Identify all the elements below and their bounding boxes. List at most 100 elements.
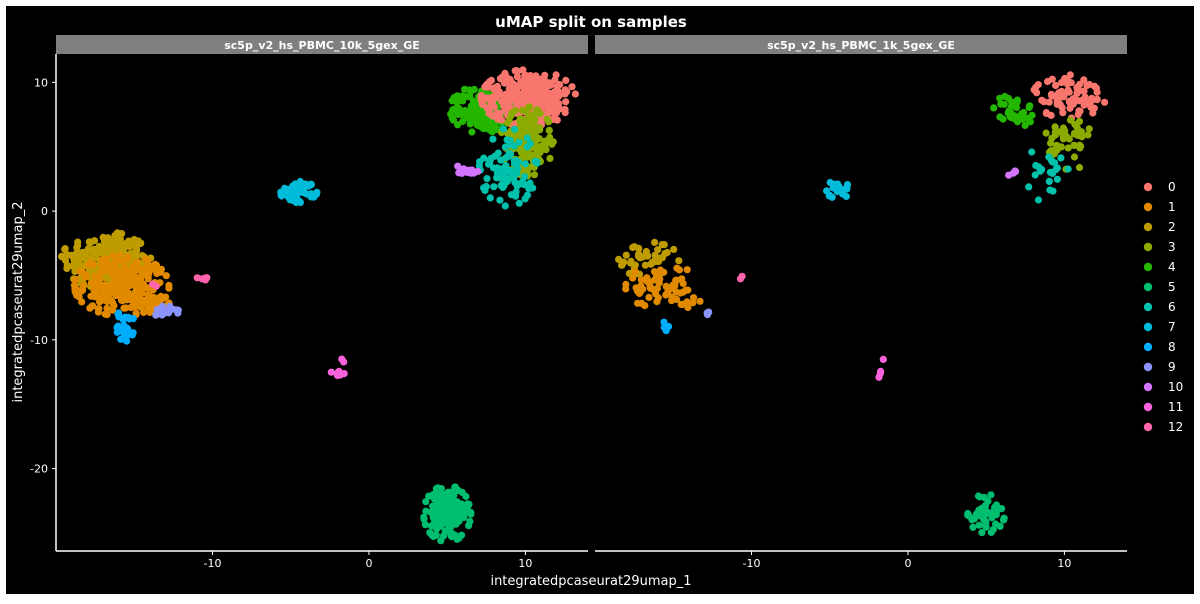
point-cluster-3 — [1055, 128, 1063, 136]
point-cluster-0 — [538, 95, 547, 103]
point-cluster-7 — [291, 180, 299, 188]
point-cluster-5 — [429, 513, 437, 522]
point-cluster-4 — [990, 104, 998, 112]
point-cluster-2 — [631, 261, 639, 269]
point-cluster-11 — [336, 371, 344, 379]
point-cluster-1 — [122, 304, 130, 312]
point-cluster-1 — [652, 290, 660, 298]
point-cluster-2 — [86, 239, 94, 247]
point-cluster-12 — [193, 274, 201, 282]
point-cluster-0 — [562, 98, 570, 106]
legend-swatch-9 — [1143, 362, 1153, 372]
point-cluster-1 — [71, 275, 80, 283]
point-cluster-4 — [451, 105, 459, 113]
point-cluster-5 — [434, 484, 442, 492]
point-cluster-3 — [1042, 129, 1050, 137]
point-cluster-6 — [523, 191, 532, 199]
legend-swatch-12 — [1143, 422, 1153, 432]
point-cluster-0 — [520, 76, 528, 84]
point-cluster-6 — [1025, 183, 1033, 191]
point-cluster-7 — [303, 190, 311, 198]
point-cluster-8 — [662, 327, 670, 335]
point-cluster-3 — [523, 151, 532, 160]
y-tick-label: 0 — [41, 205, 48, 218]
point-cluster-3 — [1084, 131, 1092, 139]
point-cluster-6 — [499, 183, 507, 191]
point-cluster-1 — [107, 286, 115, 294]
point-cluster-1 — [103, 304, 111, 312]
point-cluster-12 — [149, 280, 157, 288]
point-cluster-6 — [1053, 164, 1061, 172]
point-cluster-5 — [974, 492, 983, 500]
point-cluster-1 — [683, 266, 691, 274]
point-cluster-5 — [450, 517, 458, 525]
point-cluster-3 — [517, 114, 525, 123]
point-cluster-6 — [497, 156, 505, 164]
point-cluster-5 — [437, 537, 445, 545]
point-cluster-6 — [502, 162, 510, 170]
point-cluster-0 — [551, 88, 559, 96]
point-cluster-0 — [532, 72, 540, 80]
point-cluster-5 — [450, 491, 458, 499]
point-cluster-1 — [87, 292, 95, 300]
point-cluster-5 — [421, 521, 429, 529]
point-cluster-0 — [481, 83, 489, 91]
point-cluster-4 — [480, 125, 488, 133]
point-cluster-2 — [84, 244, 93, 253]
y-tick-label: -20 — [30, 463, 48, 476]
point-cluster-5 — [457, 531, 466, 539]
point-cluster-11 — [338, 355, 346, 363]
point-cluster-1 — [637, 276, 645, 284]
point-cluster-2 — [112, 243, 120, 251]
point-cluster-4 — [453, 98, 461, 106]
point-cluster-1 — [696, 297, 704, 305]
point-cluster-8 — [660, 318, 668, 326]
point-cluster-5 — [466, 517, 474, 526]
point-cluster-1 — [136, 275, 145, 283]
legend-label-5: 5 — [1168, 280, 1176, 294]
legend-label-1: 1 — [1168, 200, 1176, 214]
point-cluster-2 — [660, 241, 668, 249]
point-cluster-7 — [839, 186, 848, 194]
legend-swatch-0 — [1143, 182, 1153, 192]
point-cluster-1 — [110, 276, 118, 284]
point-cluster-5 — [467, 510, 475, 518]
point-cluster-6 — [523, 134, 531, 142]
legend-label-4: 4 — [1168, 260, 1176, 274]
point-cluster-3 — [530, 171, 539, 179]
point-cluster-6 — [1038, 165, 1046, 173]
point-cluster-7 — [833, 187, 841, 196]
point-cluster-5 — [987, 528, 995, 537]
point-cluster-5 — [455, 517, 463, 525]
point-cluster-7 — [288, 190, 296, 198]
point-cluster-6 — [510, 125, 519, 133]
x-axis-label: integratedpcaseurat29umap_1 — [490, 574, 691, 589]
point-cluster-0 — [498, 98, 506, 106]
plot-background — [6, 6, 1194, 594]
point-cluster-1 — [162, 293, 170, 301]
y-axis-label: integratedpcaseurat29umap_2 — [11, 201, 26, 402]
point-cluster-3 — [527, 163, 535, 171]
point-cluster-1 — [89, 260, 97, 268]
point-cluster-5 — [969, 523, 977, 531]
point-cluster-0 — [1090, 104, 1098, 112]
point-cluster-1 — [639, 285, 647, 293]
point-cluster-12 — [738, 272, 746, 280]
point-cluster-0 — [561, 109, 569, 117]
facet-strip-1 — [56, 35, 588, 54]
point-cluster-0 — [495, 90, 503, 98]
point-cluster-5 — [987, 491, 995, 499]
point-cluster-6 — [1034, 196, 1043, 204]
point-cluster-2 — [74, 238, 82, 246]
point-cluster-1 — [663, 283, 671, 291]
point-cluster-3 — [504, 119, 512, 127]
point-cluster-5 — [998, 505, 1006, 513]
point-cluster-7 — [281, 184, 289, 192]
point-cluster-4 — [1013, 118, 1022, 126]
point-cluster-4 — [1005, 94, 1013, 103]
point-cluster-3 — [1050, 150, 1058, 158]
point-cluster-6 — [1049, 187, 1057, 195]
y-tick-label: 10 — [34, 76, 48, 89]
point-cluster-1 — [96, 275, 104, 283]
point-cluster-0 — [505, 97, 513, 105]
